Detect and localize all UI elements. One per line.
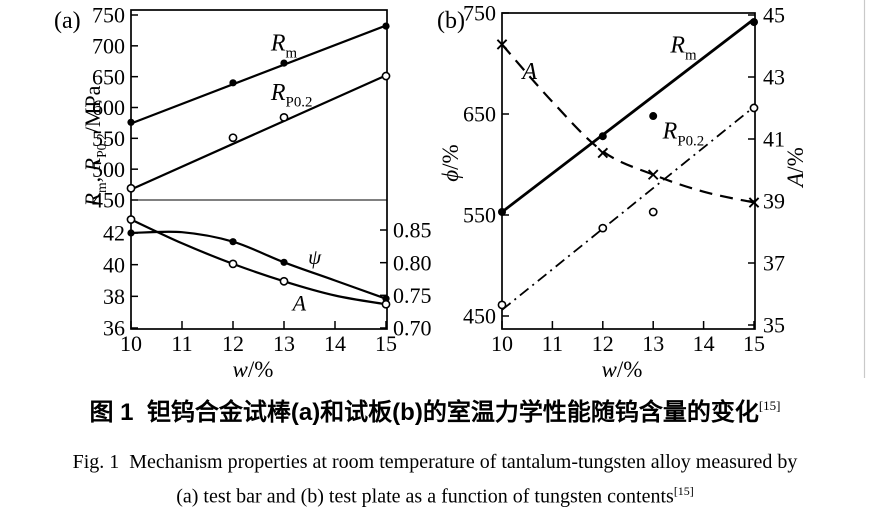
chart-a: (a) 10 11 12 13 14 15 w/% 450 500 550 600 650 700 750 R… [54, 3, 432, 382]
chart-b: (b) 10 11 12 13 14 15 w/% 450 550 650 750 35 37 39 41 43… [437, 1, 808, 382]
caption-english-line2-text: (a) test bar and (b) test plate as a fun… [176, 485, 674, 508]
data-point-x [748, 197, 760, 208]
x-tick-label: 12 [222, 331, 244, 356]
plot-box [501, 12, 756, 330]
y-tick-label: 600 [92, 95, 125, 120]
caption-english-line1: Fig. 1 Mechanism properties at room temp… [0, 450, 870, 474]
data-point-filled [280, 59, 288, 67]
y-tick-label: 0.85 [393, 218, 432, 243]
caption-reference-superscript: [15] [673, 484, 694, 498]
series-line-psi [130, 230, 387, 300]
x-tick-label: 14 [693, 331, 715, 356]
data-point-open [279, 112, 289, 122]
data-point-open [497, 300, 507, 310]
data-point-filled [127, 229, 135, 237]
y-axis-title-a: Rm, RP0.2/MPa [80, 85, 109, 207]
data-point-open [598, 223, 608, 233]
x-tick-label: 14 [324, 331, 346, 356]
plot-box [130, 9, 388, 330]
data-point-filled [649, 112, 658, 121]
caption-english-line1-text: Fig. 1 Mechanism properties at room temp… [72, 451, 798, 473]
y-tick-label: 0.70 [393, 316, 432, 341]
data-point-open [126, 183, 136, 193]
y-tick-label: 42 [103, 221, 125, 246]
x-tick-label: 13 [273, 331, 295, 356]
y-axis-title-b-left: ϕ/% [438, 144, 463, 181]
y-tick-label: 550 [92, 126, 125, 151]
x-tick-label: 10 [120, 331, 142, 356]
data-point-x [597, 147, 609, 159]
caption-english-line2: (a) test bar and (b) test plate as a fun… [0, 479, 870, 509]
data-point-filled [280, 258, 288, 266]
data-point-filled [498, 207, 506, 216]
y-tick-label: 650 [463, 102, 496, 127]
x-tick-label: 13 [642, 331, 664, 356]
data-point-open [749, 103, 759, 113]
y-tick-label: 750 [92, 3, 125, 28]
series-line-RP0.2 [501, 106, 755, 311]
y-tick-label: 450 [463, 304, 496, 329]
data-point-filled [750, 18, 758, 27]
panel-label-b: (b) [437, 8, 465, 34]
caption-chinese: 图 1 钽钨合金试棒(a)和试板(b)的室温力学性能随钨含量的变化[15] [0, 392, 870, 428]
series-label-Rm: Rm [270, 31, 298, 62]
y-tick-label: 37 [763, 251, 785, 276]
y-tick-label: 500 [92, 157, 125, 182]
series-line-A [501, 43, 755, 204]
y-tick-label: 450 [92, 188, 125, 213]
x-tick-label: 15 [743, 331, 765, 356]
caption-reference-superscript: [15] [758, 398, 781, 413]
series-label-A: A [520, 59, 537, 85]
y-tick-label: 36 [103, 316, 125, 341]
x-tick-label: 12 [592, 331, 614, 356]
series-line-Rm [501, 17, 755, 214]
series-label-RP0.2: RP0.2 [662, 119, 705, 150]
data-point-open [279, 276, 289, 286]
data-point-open [381, 299, 391, 309]
caption-chinese-text: 图 1 钽钨合金试棒(a)和试板(b)的室温力学性能随钨含量的变化 [89, 399, 759, 426]
y-axis-title-b-right: A/% [783, 147, 808, 189]
series-label-A: A [291, 290, 307, 315]
y-tick-label: 39 [763, 189, 785, 214]
y-tick-label: 41 [763, 127, 785, 152]
data-point-filled [382, 22, 390, 30]
data-point-open [126, 215, 136, 224]
series-label-Rm: Rm [669, 33, 697, 64]
x-axis-title-b: w/% [602, 357, 643, 382]
y-tick-label: 0.75 [393, 283, 432, 308]
data-point-open [381, 71, 391, 81]
x-tick-label: 10 [491, 331, 513, 356]
series-line-Rm [130, 24, 387, 125]
data-point-filled [229, 238, 237, 246]
charts-canvas: (a) 10 11 12 13 14 15 w/% 450 500 550 600 650 700 750 R… [54, 0, 866, 382]
x-tick-label: 11 [542, 331, 563, 356]
data-point-open [648, 207, 658, 217]
data-point-x [647, 169, 659, 180]
x-axis-title-a: w/% [233, 357, 274, 382]
data-point-open [228, 133, 238, 143]
y-tick-label: 40 [103, 252, 125, 277]
data-point-filled [598, 132, 607, 141]
y-tick-label: 43 [763, 65, 785, 90]
series-label-RP0.2: RP0.2 [270, 80, 313, 111]
data-point-filled [229, 79, 237, 87]
y-tick-label: 700 [92, 34, 125, 59]
series-line-A [130, 218, 387, 306]
y-tick-label: 750 [463, 1, 496, 26]
data-point-filled [127, 118, 135, 126]
y-tick-label: 0.80 [393, 250, 432, 275]
y-tick-label: 650 [92, 64, 125, 89]
x-tick-label: 15 [375, 331, 397, 356]
y-tick-label: 45 [763, 3, 785, 28]
data-point-x [496, 39, 508, 50]
series-line-RP0.2 [130, 74, 387, 191]
y-tick-label: 35 [763, 313, 785, 338]
panel-label-a: (a) [54, 8, 81, 34]
series-label-psi: ψ [308, 245, 322, 269]
y-tick-label: 38 [103, 284, 125, 309]
y-tick-label: 550 [463, 203, 496, 228]
data-point-open [228, 259, 238, 269]
x-tick-label: 11 [171, 331, 192, 356]
